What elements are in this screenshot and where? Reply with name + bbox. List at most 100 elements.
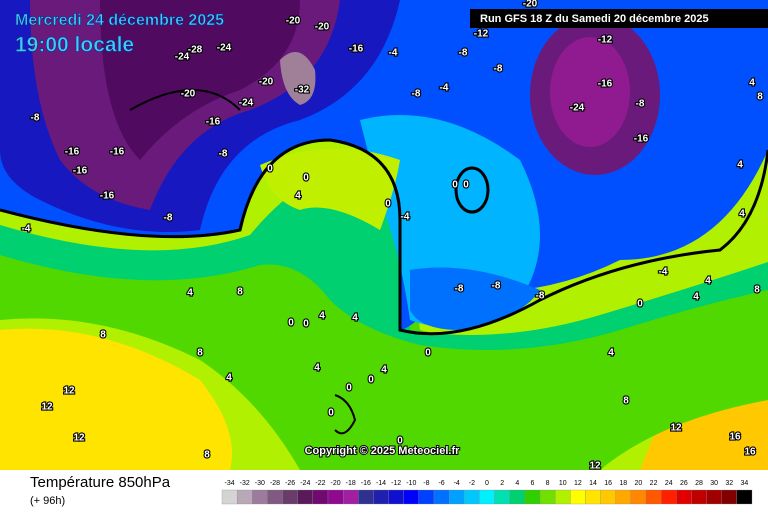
contour-label: 0	[346, 383, 352, 394]
contour-label: 4	[187, 288, 193, 299]
color-swatch	[342, 489, 359, 505]
contour-label: 4	[693, 292, 699, 303]
colorbar-tick-label: -12	[391, 480, 401, 487]
color-swatch	[297, 489, 314, 505]
contour-label: 4	[319, 311, 325, 322]
contour-label: -12	[598, 35, 613, 46]
contour-label: -24	[175, 52, 190, 63]
contour-label: -16	[349, 44, 364, 55]
contour-label: -4	[440, 83, 449, 94]
contour-label: 0	[267, 164, 273, 175]
contour-label: -16	[634, 134, 649, 145]
contour-label: -32	[295, 85, 310, 96]
contour-label: 0	[288, 318, 294, 329]
color-swatch	[570, 489, 586, 505]
contour-label: -8	[412, 89, 421, 100]
contour-label: 0	[303, 319, 309, 330]
color-swatch	[236, 489, 253, 505]
colorbar-tick-label: 30	[710, 480, 718, 487]
contour-label: 8	[100, 330, 106, 341]
contour-label: 8	[204, 450, 210, 461]
legend-title: Température 850hPa	[30, 474, 171, 491]
contour-label: 0	[425, 348, 431, 359]
legend-lead: (+ 96h)	[30, 495, 65, 507]
contour-label: -8	[459, 48, 468, 59]
color-swatch	[676, 489, 692, 505]
contour-label: -20	[259, 77, 274, 88]
contour-label: -12	[474, 29, 489, 40]
contour-label: -24	[570, 103, 585, 114]
contour-label: 0	[303, 173, 309, 184]
contour-label: 0	[397, 436, 403, 447]
contour-label: 8	[197, 348, 203, 359]
colorbar-tick-label: 8	[546, 480, 550, 487]
contour-label: 4	[737, 160, 743, 171]
contour-label: 4	[295, 191, 301, 202]
contour-label: -8	[494, 64, 503, 75]
colorbar-tick-label: 32	[725, 480, 733, 487]
contour-label: 4	[739, 209, 745, 220]
color-swatch	[494, 489, 510, 505]
contour-label: 8	[757, 92, 763, 103]
color-swatch	[373, 489, 389, 505]
run-info: Run GFS 18 Z du Samedi 20 décembre 2025	[480, 13, 709, 25]
color-swatch	[509, 489, 526, 505]
contour-label: -24	[239, 98, 254, 109]
contour-label: -8	[636, 99, 645, 110]
contour-label: -8	[492, 281, 501, 292]
contour-label: 0	[368, 375, 374, 386]
contour-label: 4	[226, 373, 232, 384]
contour-label: -20	[181, 89, 196, 100]
contour-label: -8	[164, 213, 173, 224]
contour-label: 12	[63, 386, 75, 397]
color-swatch	[418, 489, 435, 505]
contour-label: -4	[401, 212, 410, 223]
color-swatch	[448, 489, 465, 505]
contour-label: 0	[385, 199, 391, 210]
colorbar-tick-label: 0	[485, 480, 489, 487]
colorbar-tick-label: -8	[423, 480, 429, 487]
color-swatch	[524, 489, 541, 505]
colorbar-tick-label: -26	[285, 480, 295, 487]
color-swatch	[539, 489, 556, 505]
contour-label: 4	[608, 348, 614, 359]
color-swatch	[721, 489, 738, 505]
contour-label: 4	[352, 313, 358, 324]
contour-label: -16	[598, 79, 613, 90]
contour-label: 8	[754, 285, 760, 296]
colorbar-tick-label: 22	[650, 480, 658, 487]
color-swatch	[252, 489, 268, 505]
color-swatch	[312, 489, 329, 505]
color-swatch	[282, 489, 298, 505]
contour-label: 12	[589, 461, 601, 472]
contour-label: -24	[217, 43, 232, 54]
colorbar-tick-label: -28	[270, 480, 280, 487]
color-swatch	[327, 489, 344, 505]
colorbar-tick-label: 16	[604, 480, 612, 487]
color-swatch	[554, 489, 571, 505]
color-swatch	[706, 489, 722, 505]
color-swatch	[358, 489, 374, 505]
color-swatch	[585, 489, 601, 505]
color-swatch	[267, 489, 283, 505]
contour-label: -20	[286, 16, 301, 27]
color-swatch	[630, 489, 647, 505]
contour-label: 0	[463, 180, 469, 191]
contour-label: 0	[452, 180, 458, 191]
color-swatch	[433, 489, 450, 505]
colorbar-tick-label: -30	[255, 480, 265, 487]
contour-label: 16	[744, 447, 756, 458]
color-swatch	[403, 489, 420, 505]
colorbar-tick-label: 20	[635, 480, 643, 487]
map-field	[0, 0, 768, 470]
copyright: Copyright © 2025 Meteociel.fr	[305, 445, 461, 457]
contour-label: -28	[188, 45, 203, 56]
color-swatch	[464, 489, 480, 505]
colorbar-tick-label: 12	[574, 480, 582, 487]
contour-labels: -24-28-24-20-20-20-16-20-32-24-16-8-8-16…	[20, 0, 764, 473]
contour-label: -4	[22, 224, 31, 235]
contour-label: 0	[637, 299, 643, 310]
color-swatch	[221, 489, 238, 505]
contour-label: -20	[523, 0, 538, 10]
